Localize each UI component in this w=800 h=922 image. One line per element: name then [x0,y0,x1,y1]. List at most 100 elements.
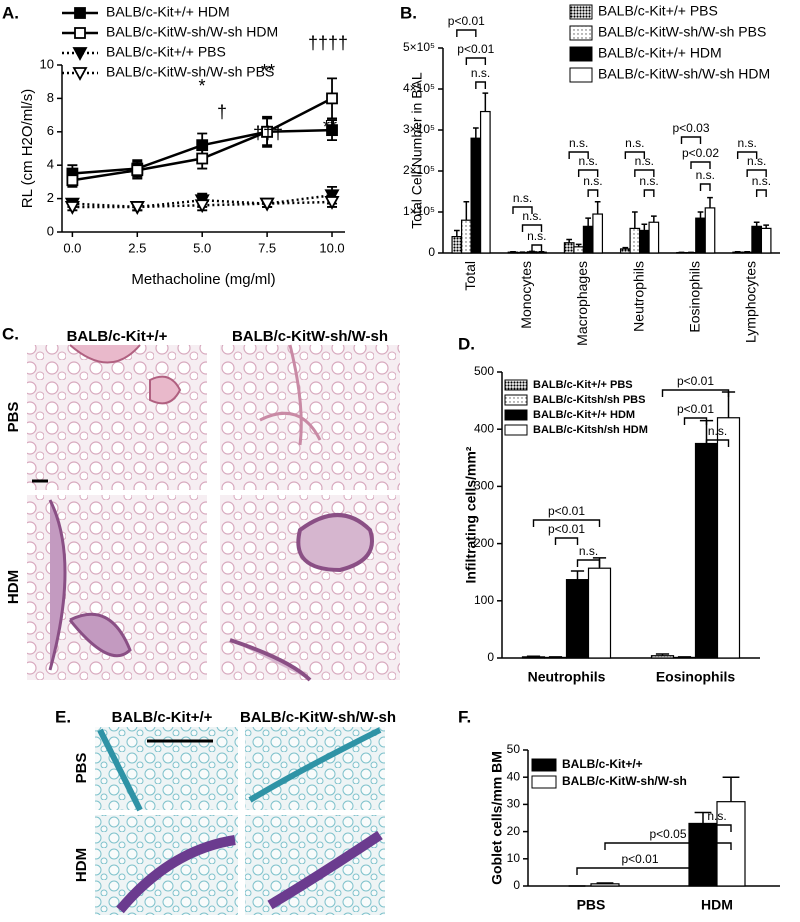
column-header: BALB/c-KitW-sh/W-sh [232,328,388,345]
significance-label: p<0.01 [677,402,714,416]
epithelium [248,727,382,803]
error-bar [707,196,713,208]
significance-bracket [746,169,767,177]
significance-bracket [683,417,708,425]
significance-bracket [465,57,487,65]
y-tick-label: 20 [507,824,521,838]
significance-label: n.s. [522,209,541,223]
y-axis-title: Total Cell Number in BAL [409,72,425,229]
significance-label: n.s. [747,154,766,168]
error-bar [641,223,648,231]
significance-label: n.s. [471,66,490,80]
error-bar [482,92,489,112]
x-tick-label: Neutrophils [528,669,606,685]
significance-bracket [576,559,601,567]
legend-swatch [569,25,593,41]
bar [732,251,744,254]
x-tick-label: Neutrophils [630,261,646,332]
significance-bracket [576,867,704,875]
marker [324,196,340,210]
bar [695,217,706,254]
bar [751,225,763,254]
legend-label: BALB/c-Kit+/+ HDM [106,4,230,20]
y-tick-label: 500 [474,364,494,378]
bar [590,883,620,887]
marker [64,201,80,215]
x-tick-label: Monocytes [518,261,534,329]
x-tick-label: Total [462,261,478,291]
bar [629,227,641,254]
marker [326,124,338,137]
significance-label: n.s. [696,168,715,182]
bar [451,236,463,254]
significance-bracket [661,389,730,397]
row-header: HDM [5,570,22,604]
x-tick-label: Eosinophils [686,261,702,333]
bar [638,229,650,254]
y-axis-title: Infiltrating cells/mm² [463,446,479,583]
error-bar [694,811,712,824]
y-tick-label: 4×10⁵ [403,81,435,95]
y-tick-label: 0 [513,878,520,892]
airway [69,344,182,405]
panel-label: D. [458,334,475,353]
goblet-cells [267,830,383,910]
marker [259,197,275,212]
significance-label: n.s. [708,424,727,438]
legend-label: BALB/c-KitW-sh/W-sh PBS [598,24,766,40]
significance-bracket [554,537,579,545]
y-axis-title: Goblet cells/mm BM [489,751,505,885]
y-tick-label: 30 [507,797,521,811]
significance-bracket [680,136,702,144]
significance-mark: ** [261,61,275,81]
significance-label: p<0.01 [448,14,485,28]
bar [587,567,612,659]
panel-label: A. [2,3,19,22]
significance-label: n.s. [527,229,546,243]
legend-swatch [569,46,593,62]
significance-label: n.s. [579,544,598,558]
bar [479,110,491,254]
micrograph-grid [27,344,400,682]
bar [760,227,772,254]
significance-label: p<0.01 [621,852,658,866]
legend-swatch [531,758,557,772]
significance-label: n.s. [578,154,597,168]
x-tick-label: HDM [701,897,733,913]
x-axis-title: Methacholine (mg/ml) [131,271,275,288]
legend-label: BALB/c-Kit+/+ PBS [106,44,226,60]
x-tick-label: 5.0 [193,240,211,255]
bar [716,417,741,659]
column-header: BALB/c-Kit+/+ [67,328,168,345]
row-header: PBS [73,753,90,784]
legend-label: BALB/c-Kit+/+ HDM [533,409,635,421]
marker [194,199,210,214]
legend-swatch [531,775,557,789]
airway [229,513,374,682]
significance-bracket [568,151,589,159]
series-line [72,200,333,209]
significance-label: n.s. [737,136,756,150]
micrograph [220,345,400,490]
bar [470,137,482,254]
significance-bracket [690,161,711,169]
bar [563,242,575,254]
significance-mark: ††† [253,123,283,143]
bar [619,248,631,254]
y-tick-label: 4 [47,157,54,172]
significance-bracket [456,29,477,37]
significance-bracket [624,151,646,159]
y-tick-label: 10 [40,56,54,71]
marker [131,164,144,177]
bar [592,213,604,254]
error-bar [650,215,657,223]
significance-bracket [531,244,543,252]
significance-bracket [521,224,543,232]
error-bar [570,570,585,580]
legend-label: BALB/c-KitW-sh/W-sh HDM [106,24,278,40]
error-bar [472,127,479,139]
significance-mark: †††† [308,33,348,53]
row-header: HDM [73,848,90,882]
y-tick-label: 10 [507,851,521,865]
